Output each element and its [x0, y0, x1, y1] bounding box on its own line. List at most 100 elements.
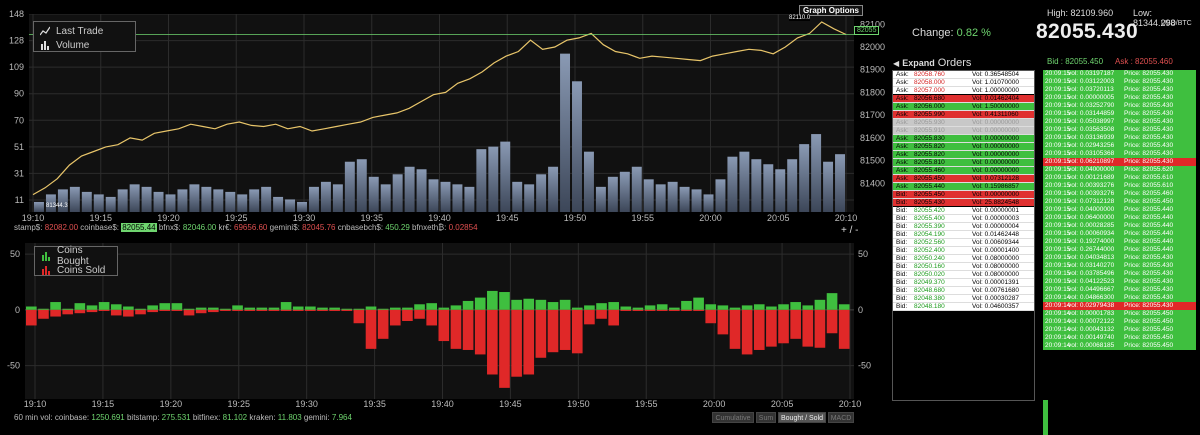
trade-time: 20:09:15	[1045, 86, 1071, 93]
trade-price: Price: 82055.430	[1124, 110, 1174, 117]
order-row[interactable]: Bid: 82054.190 Vol: 0.01462448	[893, 231, 1034, 239]
order-row[interactable]: Ask: 82055.810 Vol: 0.00000000	[893, 159, 1034, 167]
trade-row: 20:09:15 vol: 0.03785496 Price: 82055.430	[1043, 270, 1196, 278]
order-row[interactable]: Ask: 82055.830 Vol: 0.00000000	[893, 135, 1034, 143]
bid-value: 82055.450	[1065, 57, 1104, 66]
order-row[interactable]: Ask: 82055.930 Vol: 0.00000000	[893, 119, 1034, 127]
bought-bar	[826, 293, 838, 310]
exchange-price: 82046.00	[182, 223, 217, 232]
order-row[interactable]: Bid: 82055.450 Vol: 0.00000000	[893, 191, 1034, 199]
sold-bar	[802, 309, 814, 347]
order-row[interactable]: Bid: 82055.430 Vol: 25.8824548	[893, 199, 1034, 207]
order-row[interactable]: Ask: 82058.000 Vol: 1.01070000	[893, 79, 1034, 87]
sold-bar	[766, 309, 777, 347]
trade-row: 20:09:15 vol: 0.26744000 Price: 82055.440	[1043, 246, 1196, 254]
order-volume: Vol: 0.15986857	[972, 183, 1019, 190]
trade-time: 20:09:14	[1045, 334, 1071, 341]
bought-sold-button[interactable]: Bought / Sold	[778, 412, 826, 423]
trade-price: Price: 82055.430	[1124, 158, 1174, 165]
order-row[interactable]: Ask: 82055.820 Vol: 0.00000000	[893, 143, 1034, 151]
time-tick-label: 19:55	[635, 399, 658, 409]
bought-sold-chart-panel[interactable]	[25, 243, 854, 399]
price-stats: High: 82109.960 Low: 81344.298 USD/BTC	[1047, 8, 1197, 28]
sum-button[interactable]: Sum	[756, 412, 776, 423]
cumulative-button[interactable]: Cumulative	[712, 412, 754, 423]
order-row[interactable]: Ask: 82055.440 Vol: 0.15986857	[893, 183, 1034, 191]
time-tick-label: 19:55	[631, 213, 654, 223]
order-row[interactable]: Bid: 82050.240 Vol: 0.08000000	[893, 255, 1034, 263]
volume-bar	[404, 166, 415, 212]
trade-volume: vol: 0.03197187	[1068, 70, 1115, 77]
volume-bar	[57, 189, 68, 212]
trade-price: Price: 82055.610	[1124, 182, 1174, 189]
order-row[interactable]: Ask: 82057.000 Vol: 1.00000000	[893, 87, 1034, 95]
price-volume-chart[interactable]	[29, 13, 854, 212]
order-row[interactable]: Ask: 82056.680 Vol: 0.01462404	[893, 95, 1034, 103]
trade-time: 20:09:15	[1045, 142, 1071, 149]
expand-orders-toggle[interactable]: ◀ Expand	[893, 57, 938, 69]
bought-bar	[802, 305, 814, 310]
order-side: Bid:	[896, 215, 908, 222]
high-value: 82109.960	[1070, 8, 1114, 18]
order-row[interactable]: Bid: 82052.560 Vol: 0.00609344	[893, 239, 1034, 247]
order-row[interactable]: Ask: 82058.760 Vol: 0.36548504	[893, 71, 1034, 79]
price-volume-chart-panel[interactable]	[29, 13, 854, 212]
bought-sold-chart[interactable]	[25, 243, 854, 399]
volume-bar	[595, 186, 606, 212]
order-row[interactable]: Bid: 82049.370 Vol: 0.00001391	[893, 279, 1034, 287]
time-tick-label: 20:00	[703, 399, 726, 409]
order-row[interactable]: Ask: 82055.450 Vol: 0.07312128	[893, 175, 1034, 183]
order-row[interactable]: Ask: 82055.990 Vol: 0.41311060	[893, 111, 1034, 119]
order-row[interactable]: Bid: 82055.400 Vol: 0.00000003	[893, 215, 1034, 223]
caret-left-icon: ◀	[893, 59, 900, 68]
legend-last-trade[interactable]: Last Trade	[40, 24, 129, 38]
order-volume: Vol: 0.00000000	[972, 159, 1019, 166]
exchange-price: 82082.00	[44, 223, 79, 232]
order-row[interactable]: Bid: 82050.020 Vol: 0.08000000	[893, 271, 1034, 279]
legend-coins-sold[interactable]: Coins Sold	[41, 263, 111, 277]
trade-volume: vol: 0.03105368	[1068, 150, 1115, 157]
trade-row: 20:09:15 vol: 0.04034813 Price: 82055.430	[1043, 254, 1196, 262]
order-side: Bid:	[896, 303, 908, 310]
order-row[interactable]: Bid: 82048.380 Vol: 0.00030287	[893, 295, 1034, 303]
order-row[interactable]: Bid: 82048.180 Vol: 0.04600357	[893, 303, 1034, 311]
trade-time: 20:09:15	[1045, 158, 1071, 165]
order-row[interactable]: Bid: 82052.400 Vol: 0.00001400	[893, 247, 1034, 255]
bought-bar	[584, 305, 595, 310]
sold-bar	[632, 309, 644, 311]
trade-price: Price: 82055.430	[1124, 126, 1174, 133]
order-row[interactable]: Bid: 82055.390 Vol: 0.00000004	[893, 223, 1034, 231]
trade-row: 20:09:15 vol: 0.07312128 Price: 82055.450	[1043, 198, 1196, 206]
order-side: Ask:	[896, 175, 909, 182]
graph-options-button[interactable]: Graph Options	[799, 5, 863, 16]
trade-price: Price: 82055.450	[1124, 198, 1174, 205]
trade-price: Price: 82055.440	[1124, 238, 1174, 245]
trade-time: 20:09:15	[1045, 222, 1071, 229]
legend-coins-bought[interactable]: Coins Bought	[41, 245, 111, 267]
order-side: Ask:	[896, 119, 909, 126]
legend-volume[interactable]: Volume	[40, 38, 129, 52]
trade-volume: vol: 0.00000005	[1068, 94, 1115, 101]
trade-volume: vol: 0.00393276	[1068, 182, 1115, 189]
bought-bar	[268, 307, 280, 310]
zoom-control[interactable]: + / -	[841, 225, 859, 236]
order-row[interactable]: Ask: 82055.820 Vol: 0.00000000	[893, 151, 1034, 159]
volume-bar	[34, 201, 44, 212]
order-book[interactable]: Ask: 82058.760 Vol: 0.36548504 Ask: 82058.00…	[892, 70, 1035, 401]
order-price: 82055.400	[914, 215, 945, 222]
volume-bar	[835, 154, 845, 212]
order-row[interactable]: Ask: 82055.910 Vol: 0.00000000	[893, 127, 1034, 135]
macd-button[interactable]: MACD	[828, 412, 854, 423]
order-price: 82056.000	[914, 103, 945, 110]
trade-row: 20:09:15 vol: 0.03122003 Price: 82055.430	[1043, 78, 1196, 86]
sold-bar	[135, 309, 146, 315]
order-row[interactable]: Bid: 82055.420 Vol: 0.00000001	[893, 207, 1034, 215]
trade-history[interactable]: 20:09:15 vol: 0.03197187 Price: 82055.430 2…	[1043, 70, 1196, 400]
bought-bar	[365, 306, 377, 310]
order-row[interactable]: Bid: 82050.160 Vol: 0.08000000	[893, 263, 1034, 271]
order-row[interactable]: Bid: 82048.680 Vol: 0.00761680	[893, 287, 1034, 295]
order-row[interactable]: Ask: 82056.000 Vol: 1.50000000	[893, 103, 1034, 111]
exchange-price: 0.02854	[448, 223, 478, 232]
order-row[interactable]: Ask: 82055.460 Vol: 0.00000000	[893, 167, 1034, 175]
order-side: Ask:	[896, 111, 909, 118]
